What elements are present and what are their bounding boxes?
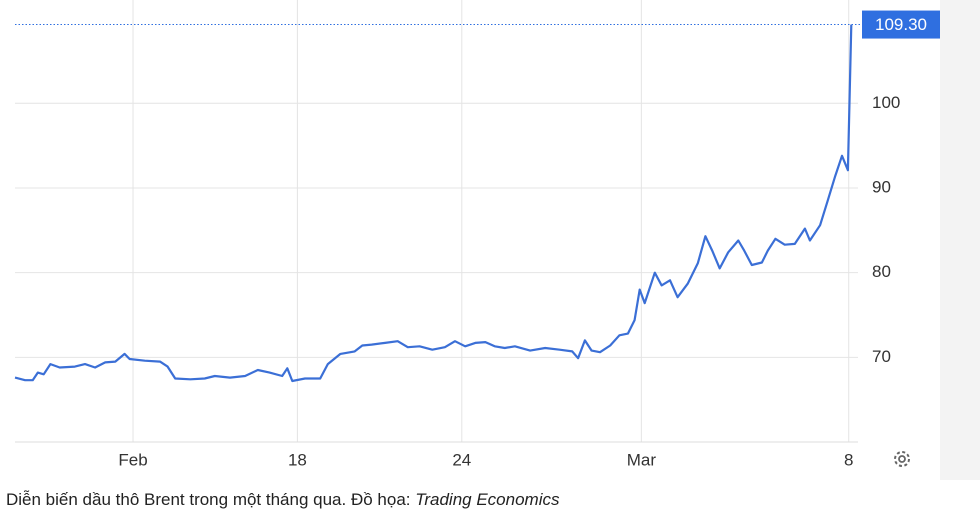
gear-teeth[interactable] xyxy=(894,451,910,467)
gear-hub[interactable] xyxy=(898,455,906,463)
y-tick-label: 90 xyxy=(872,177,891,196)
x-tick-label: 8 xyxy=(844,450,853,469)
x-tick-label: 18 xyxy=(288,450,307,469)
y-tick-label: 70 xyxy=(872,347,891,366)
y-tick-label: 100 xyxy=(872,93,900,112)
chart: 70 80 90 100 Feb 18 24 Mar 8 109.30 xyxy=(8,0,980,480)
caption: Diễn biến dầu thô Brent trong một tháng … xyxy=(6,490,559,510)
settings-icon[interactable] xyxy=(894,451,910,467)
x-tick-label: Feb xyxy=(118,450,147,469)
y-tick-label: 80 xyxy=(872,262,891,281)
last-price-label: 109.30 xyxy=(875,15,927,34)
last-price-badge xyxy=(862,10,940,39)
price-line xyxy=(14,24,853,383)
x-tick-label: Mar xyxy=(627,450,657,469)
plot-area xyxy=(8,0,940,472)
caption-text: Diễn biến dầu thô Brent trong một tháng … xyxy=(6,490,416,509)
side-strip xyxy=(940,0,980,480)
caption-source: Trading Economics xyxy=(415,490,560,509)
x-tick-label: 24 xyxy=(452,450,471,469)
